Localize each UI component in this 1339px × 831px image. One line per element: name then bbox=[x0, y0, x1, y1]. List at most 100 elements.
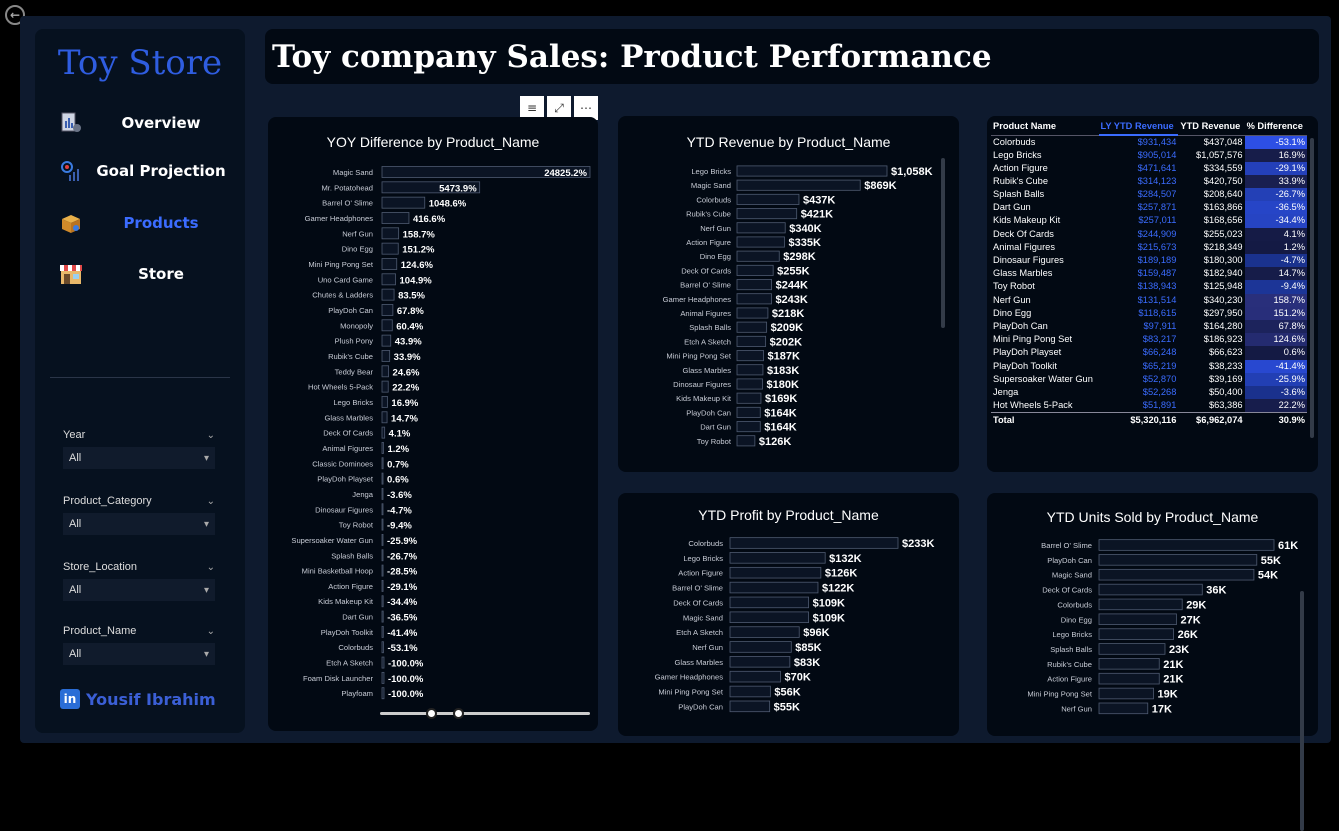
data-label: $132K bbox=[829, 553, 861, 565]
year-dropdown[interactable]: All ▾ bbox=[63, 447, 215, 469]
category-label: Rubik's Cube bbox=[1047, 660, 1092, 669]
focus-mode-icon[interactable]: ⤢ bbox=[547, 96, 571, 120]
table-row[interactable]: Lego Bricks $905,014 $1,057,576 16.9% bbox=[991, 148, 1307, 162]
data-label: 21K bbox=[1163, 674, 1183, 686]
table-row[interactable]: Mini Ping Pong Set $83,217 $186,923 124.6% bbox=[991, 333, 1307, 347]
chevron-down-icon[interactable]: ⌄ bbox=[206, 561, 215, 573]
category-label: Magic Sand bbox=[683, 613, 723, 622]
back-arrow-icon[interactable]: ← bbox=[5, 5, 25, 25]
product-name-dropdown[interactable]: All ▾ bbox=[63, 643, 215, 665]
cell-product-name: Action Figure bbox=[993, 162, 1048, 173]
author-link[interactable]: in Yousif Ibrahim bbox=[60, 689, 216, 709]
category-label: Dino Egg bbox=[1061, 615, 1092, 624]
category-label: Animal Figures bbox=[322, 444, 373, 453]
table-row[interactable]: Colorbuds $931,434 $437,048 -53.1% bbox=[991, 135, 1307, 149]
category-label: Etch A Sketch bbox=[684, 337, 731, 346]
bar bbox=[736, 279, 772, 291]
cell-product-name: Animal Figures bbox=[993, 241, 1056, 252]
category-label: Action Figure bbox=[1047, 675, 1092, 684]
nav-products[interactable]: Products bbox=[57, 207, 237, 239]
table-row[interactable]: Kids Makeup Kit $257,011 $168,656 -34.4% bbox=[991, 214, 1307, 228]
category-label: Nerf Gun bbox=[342, 229, 373, 238]
category-label: Deck Of Cards bbox=[673, 598, 723, 607]
table-row[interactable]: Dinosaur Figures $189,189 $180,300 -4.7% bbox=[991, 254, 1307, 268]
table-row[interactable]: Splash Balls $284,507 $208,640 -26.7% bbox=[991, 188, 1307, 202]
more-options-icon[interactable]: ⋯ bbox=[574, 96, 598, 120]
data-label: 43.9% bbox=[395, 337, 422, 348]
chart-plot: Magic Sand 24825.2% Mr. Potatohead 5473.9% B… bbox=[291, 166, 591, 700]
chevron-down-icon: ▾ bbox=[203, 648, 209, 660]
column-header[interactable]: % Difference bbox=[1244, 118, 1307, 136]
category-label: Glass Marbles bbox=[674, 658, 723, 667]
table-row[interactable]: Glass Marbles $159,487 $182,940 14.7% bbox=[991, 267, 1307, 281]
slicer-label: Product_Category bbox=[63, 495, 152, 507]
cell-ly-ytd-revenue: $131,514 bbox=[1137, 294, 1177, 305]
revenue-table-grid: Product Name LY YTD Revenue YTD Revenue% D… bbox=[991, 118, 1307, 429]
table-row[interactable]: PlayDoh Toolkit $65,219 $38,233 -41.4% bbox=[991, 359, 1307, 373]
bar bbox=[1098, 672, 1160, 685]
store-location-dropdown[interactable]: All ▾ bbox=[63, 579, 215, 601]
bar bbox=[381, 212, 410, 224]
table-row[interactable]: Deck Of Cards $244,909 $255,023 4.1% bbox=[991, 227, 1307, 241]
table-row[interactable]: Hot Wheels 5-Pack $51,891 $63,386 22.2% bbox=[991, 399, 1307, 413]
column-header[interactable]: LY YTD Revenue bbox=[1098, 118, 1179, 136]
table-row[interactable]: Rubik's Cube $314,123 $420,750 33.9% bbox=[991, 174, 1307, 189]
bar bbox=[381, 334, 392, 347]
data-label: 4.1% bbox=[389, 429, 411, 440]
zoom-slider-handle-start[interactable] bbox=[426, 708, 437, 719]
table-row[interactable]: Dino Egg $118,615 $297,950 151.2% bbox=[991, 306, 1307, 320]
nav-goal-projection[interactable]: Goal Projection bbox=[57, 155, 237, 187]
filter-icon[interactable]: ≡ bbox=[520, 96, 544, 120]
column-header[interactable]: Product Name bbox=[991, 118, 1099, 136]
chevron-down-icon[interactable]: ⌄ bbox=[206, 429, 215, 441]
bar bbox=[381, 656, 385, 669]
table-row[interactable]: Supersoaker Water Gun $52,870 $39,169 -25.9… bbox=[991, 372, 1307, 386]
column-header[interactable]: YTD Revenue bbox=[1178, 118, 1245, 136]
data-label: $340K bbox=[789, 223, 821, 235]
category-label: Lego Bricks bbox=[691, 167, 731, 176]
chart-scrollbar[interactable] bbox=[1300, 591, 1304, 831]
table-row[interactable]: Toy Robot $138,943 $125,948 -9.4% bbox=[991, 280, 1307, 294]
chart-title: YOY Difference by Product_Name bbox=[326, 134, 540, 150]
bar bbox=[729, 537, 899, 549]
data-label: $126K bbox=[825, 568, 857, 580]
bar bbox=[381, 564, 384, 577]
category-label: Mini Ping Pong Set bbox=[1027, 690, 1092, 699]
chevron-down-icon[interactable]: ⌄ bbox=[206, 625, 215, 637]
data-label: $70K bbox=[784, 672, 810, 684]
author-name: Yousif Ibrahim bbox=[86, 689, 216, 709]
bar bbox=[381, 396, 388, 408]
data-label: $437K bbox=[803, 194, 835, 206]
category-label: Nerf Gun bbox=[1061, 704, 1092, 713]
product-category-dropdown[interactable]: All ▾ bbox=[63, 513, 215, 535]
category-label: Dart Gun bbox=[342, 613, 373, 622]
table-scrollbar[interactable] bbox=[1310, 138, 1314, 438]
bar bbox=[729, 700, 771, 713]
bar bbox=[729, 670, 781, 683]
table-total-row: Total $5,320,116 $6,962,074 30.9% bbox=[991, 411, 1307, 429]
cell-ly-ytd-revenue: $905,014 bbox=[1137, 149, 1177, 160]
table-row[interactable]: Action Figure $471,641 $334,559 -29.1% bbox=[991, 161, 1307, 175]
bar bbox=[381, 595, 384, 608]
table-row[interactable]: Nerf Gun $131,514 $340,230 158.7% bbox=[991, 293, 1307, 307]
data-label: $83K bbox=[794, 657, 820, 669]
data-label: $869K bbox=[864, 180, 896, 192]
category-label: Lego Bricks bbox=[1052, 630, 1092, 639]
nav-overview[interactable]: Overview bbox=[57, 107, 237, 139]
table-row[interactable]: PlayDoh Can $97,911 $164,280 67.8% bbox=[991, 319, 1307, 334]
table-row[interactable]: Animal Figures $215,673 $218,349 1.2% bbox=[991, 240, 1307, 254]
table-row[interactable]: PlayDoh Playset $66,248 $66,623 0.6% bbox=[991, 346, 1307, 360]
chart-scrollbar[interactable] bbox=[941, 158, 945, 328]
zoom-slider-track[interactable] bbox=[380, 712, 590, 715]
category-label: Mini Ping Pong Set bbox=[666, 352, 731, 361]
zoom-slider-handle-end[interactable] bbox=[453, 708, 464, 719]
category-label: Gamer Headphones bbox=[655, 673, 724, 682]
cell-ytd-revenue: $125,948 bbox=[1203, 281, 1243, 292]
bar bbox=[381, 518, 384, 531]
table-row[interactable]: Jenga $52,268 $50,400 -3.6% bbox=[991, 385, 1307, 400]
nav-store[interactable]: Store bbox=[57, 258, 237, 290]
chevron-down-icon[interactable]: ⌄ bbox=[206, 495, 215, 507]
table-row[interactable]: Dart Gun $257,871 $163,866 -36.5% bbox=[991, 201, 1307, 215]
bar bbox=[736, 378, 763, 390]
data-label: 21K bbox=[1163, 659, 1183, 671]
